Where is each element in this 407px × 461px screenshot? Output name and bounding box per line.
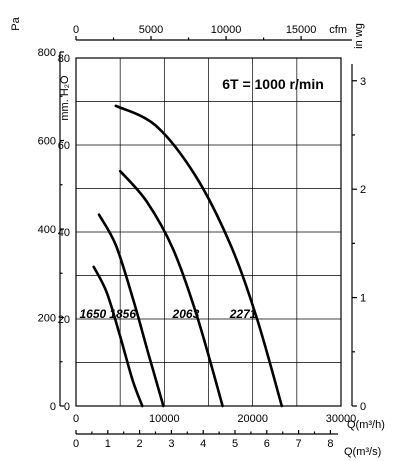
- bottom-secondary-tick-label: 2: [137, 438, 143, 450]
- top-tick-label: 0: [73, 24, 79, 36]
- series-curve-2063: [118, 169, 224, 408]
- series-label-2063: 2063: [172, 307, 200, 321]
- right-tick-label: 0: [360, 401, 366, 413]
- chart-tick-labels: 0 5000 10000 15000 cfm0200400600800Pa0204060…: [10, 16, 385, 458]
- right-axis-label: in wg: [353, 23, 365, 49]
- bottom-secondary-tick-label: 7: [296, 438, 302, 450]
- bottom-secondary-axis-label: Q(m³/s): [344, 446, 381, 458]
- series-curve-1650: [92, 265, 144, 408]
- bottom-primary-tick-label: 0: [73, 413, 79, 425]
- left-inner-tick-label: 60: [58, 140, 70, 152]
- chart-axes: [59, 36, 357, 435]
- chart-labels: 6T = 1000 r/min 1650 1856 2063 2271: [80, 76, 324, 321]
- left-outer-tick-label: 200: [38, 313, 56, 325]
- bottom-secondary-tick-label: 8: [327, 438, 333, 450]
- series-curve-1856: [97, 213, 165, 408]
- left-inner-tick-label: 0: [64, 401, 70, 413]
- right-tick-label: 1: [360, 293, 366, 305]
- bottom-secondary-tick-label: 6: [264, 438, 270, 450]
- bottom-secondary-tick-label: 0: [73, 438, 79, 450]
- left-inner-tick-label: 20: [58, 314, 70, 326]
- left-inner-tick-label: 80: [58, 53, 70, 65]
- bottom-secondary-tick-label: 1: [105, 438, 111, 450]
- bottom-secondary-tick-label: 4: [200, 438, 206, 450]
- plot-border: [75, 57, 342, 407]
- left-outer-axis-label: Pa: [10, 16, 22, 30]
- left-outer-tick-label: 600: [38, 136, 56, 148]
- left-inner-tick-label: 40: [58, 227, 70, 239]
- bottom-secondary-tick-label: 3: [168, 438, 174, 450]
- bottom-primary-axis-label: Q(m³/h): [347, 419, 385, 431]
- chart-series: [92, 104, 284, 408]
- series-curve-2271: [114, 104, 284, 408]
- bottom-secondary-tick-label: 5: [232, 438, 238, 450]
- speed-label: 6T = 1000 r/min: [222, 76, 324, 92]
- series-label-1856: 1856: [109, 307, 136, 321]
- bottom-primary-tick-label: 20000: [237, 413, 268, 425]
- right-tick-label: 2: [360, 184, 366, 196]
- series-label-1650: 1650: [80, 307, 107, 321]
- right-tick-label: 3: [360, 76, 366, 88]
- left-outer-tick-label: 400: [38, 224, 56, 236]
- bottom-primary-tick-label: 10000: [149, 413, 180, 425]
- chart-grid: [76, 58, 341, 406]
- left-outer-tick-label: 0: [50, 401, 56, 413]
- top-tick-label: 15000: [286, 24, 317, 36]
- top-tick-label: 5000: [139, 24, 163, 36]
- left-inner-axis-label: mm. H₂O: [59, 75, 71, 121]
- left-outer-tick-label: 800: [38, 47, 56, 59]
- top-axis-unit: cfm: [329, 24, 347, 36]
- top-tick-label: 10000: [211, 24, 242, 36]
- series-label-2271: 2271: [229, 307, 257, 321]
- bottom-primary-tick-label: 30000: [326, 413, 357, 425]
